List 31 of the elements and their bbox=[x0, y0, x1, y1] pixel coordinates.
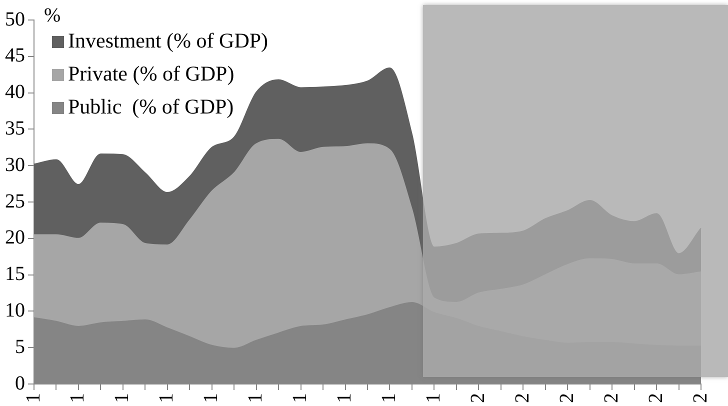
x-tick-label: 2 bbox=[511, 393, 534, 403]
y-tick-label: 45 bbox=[5, 44, 25, 67]
x-tick-label: 2 bbox=[689, 393, 712, 403]
y-tick-label: 20 bbox=[5, 226, 25, 249]
y-tick-label: 0 bbox=[15, 372, 25, 394]
x-tick-label: 1 bbox=[111, 393, 134, 403]
legend-label: Public (% of GDP) bbox=[68, 94, 234, 119]
y-tick-label: 50 bbox=[5, 8, 25, 30]
x-tick-label: 1 bbox=[66, 393, 89, 403]
y-tick-label: 25 bbox=[5, 190, 25, 212]
x-tick-label: 1 bbox=[378, 393, 400, 403]
legend-label: Private (% of GDP) bbox=[68, 62, 234, 86]
x-tick-label: 1 bbox=[422, 393, 444, 403]
y-tick-label: 15 bbox=[5, 263, 25, 286]
x-tick-label: 1 bbox=[289, 393, 312, 403]
x-tick-label: 2 bbox=[644, 393, 667, 403]
y-tick-label: 5 bbox=[15, 336, 25, 358]
y-tick-label: 30 bbox=[5, 154, 25, 176]
x-tick-label: 2 bbox=[600, 393, 622, 403]
y-tick-label: 10 bbox=[5, 299, 25, 322]
y-axis-title: % bbox=[44, 4, 61, 26]
x-tick-label: 1 bbox=[200, 393, 222, 403]
x-tick-label: 1 bbox=[156, 393, 178, 403]
x-tick-label: 2 bbox=[466, 393, 489, 403]
legend-label: Investment (% of GDP) bbox=[68, 28, 268, 53]
x-tick-label: 1 bbox=[244, 393, 267, 403]
x-tick-label: 1 bbox=[334, 393, 356, 403]
x-tick-label: 2 bbox=[556, 393, 578, 403]
x-tick-label: 1 bbox=[22, 393, 44, 403]
y-tick-label: 40 bbox=[5, 81, 25, 104]
y-tick-label: 35 bbox=[5, 117, 25, 140]
